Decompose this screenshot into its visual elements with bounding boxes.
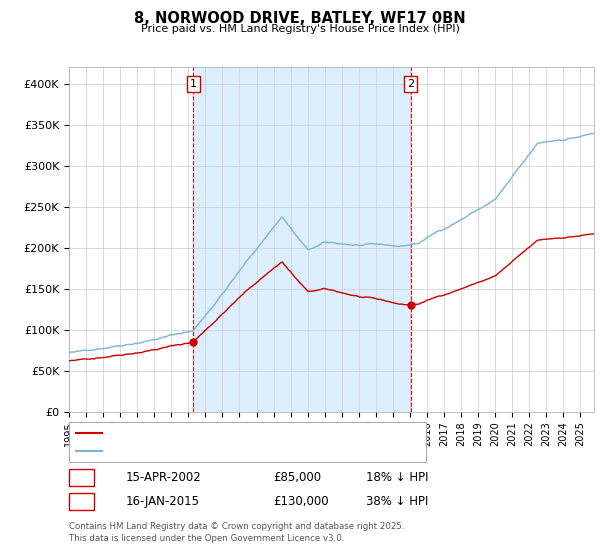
Text: 8, NORWOOD DRIVE, BATLEY, WF17 0BN (detached house): 8, NORWOOD DRIVE, BATLEY, WF17 0BN (deta… (105, 428, 411, 438)
Text: 2: 2 (407, 80, 414, 89)
Text: 1: 1 (190, 80, 197, 89)
Text: 16-JAN-2015: 16-JAN-2015 (126, 494, 200, 508)
Text: Contains HM Land Registry data © Crown copyright and database right 2025.
This d: Contains HM Land Registry data © Crown c… (69, 522, 404, 543)
Text: Price paid vs. HM Land Registry's House Price Index (HPI): Price paid vs. HM Land Registry's House … (140, 24, 460, 34)
Text: 8, NORWOOD DRIVE, BATLEY, WF17 0BN: 8, NORWOOD DRIVE, BATLEY, WF17 0BN (134, 11, 466, 26)
Text: 15-APR-2002: 15-APR-2002 (126, 470, 202, 484)
Text: £130,000: £130,000 (273, 494, 329, 508)
Text: 1: 1 (78, 470, 85, 484)
Text: 2: 2 (78, 494, 85, 508)
Text: 18% ↓ HPI: 18% ↓ HPI (366, 470, 428, 484)
Bar (193, 67, 410, 412)
Text: £85,000: £85,000 (273, 470, 321, 484)
Text: HPI: Average price, detached house, Kirklees: HPI: Average price, detached house, Kirk… (105, 446, 340, 456)
Text: 38% ↓ HPI: 38% ↓ HPI (366, 494, 428, 508)
